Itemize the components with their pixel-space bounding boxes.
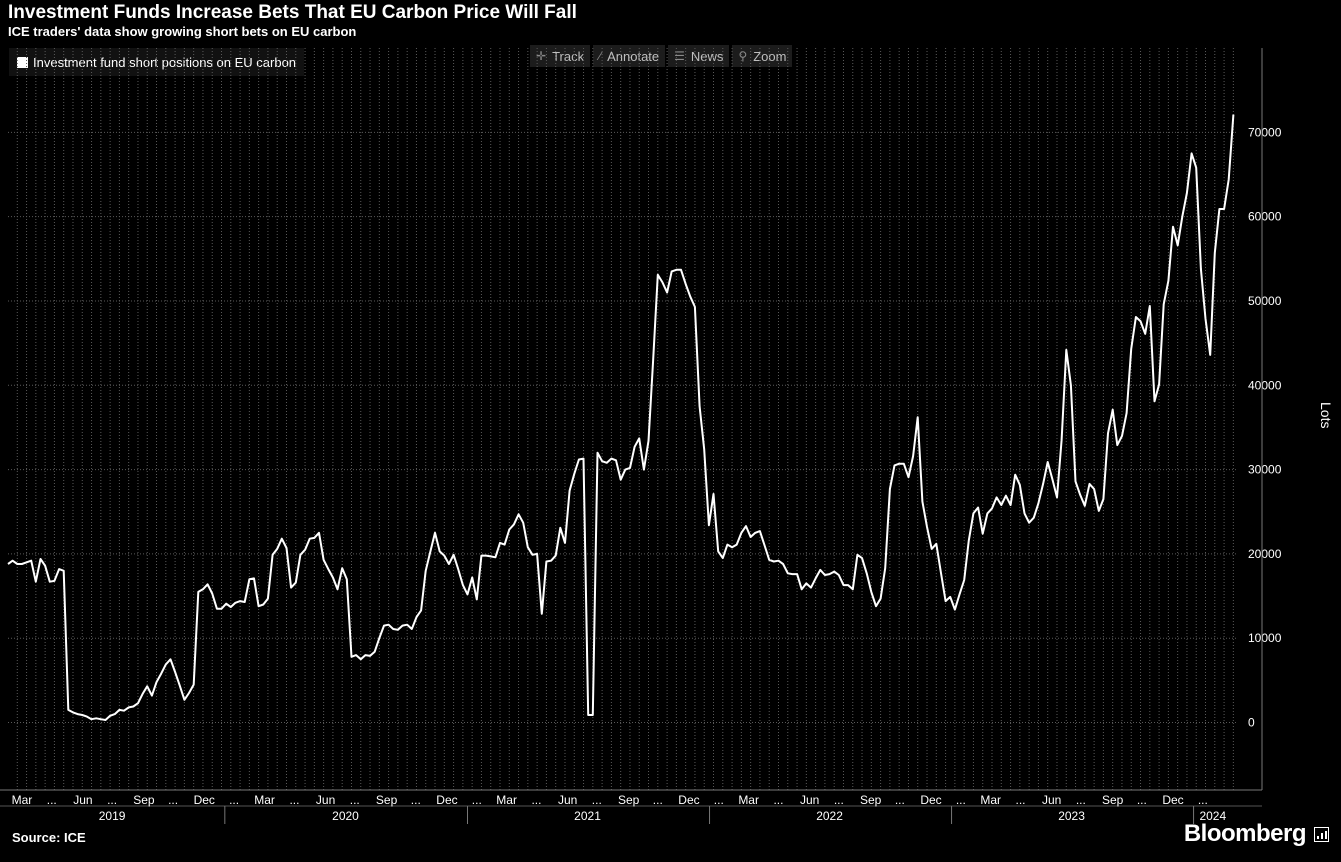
x-tick-label: ... [229,793,239,807]
pencil-icon: ∕ [599,49,602,63]
news-list-icon: ☰ [674,49,685,63]
news-button[interactable]: ☰ News [668,45,730,67]
x-tick-label: ... [350,793,360,807]
x-tick-label: Sep [376,793,398,807]
x-tick-label: ... [411,793,421,807]
legend: Investment fund short positions on EU ca… [9,48,305,76]
annotate-label: Annotate [607,48,660,64]
x-tick-label: ... [592,793,602,807]
x-year-label: 2022 [816,809,843,823]
y-axis: 0 10000 20000 30000 40000 50000 60000 70000 Lots [1248,48,1334,790]
x-tick-label: ... [956,793,966,807]
y-tick-label: 0 [1248,716,1255,730]
x-tick-label: ... [531,793,541,807]
x-tick-label: ... [1016,793,1026,807]
x-tick-label: Sep [618,793,640,807]
horizontal-gridlines [8,131,1238,724]
x-tick-label: Jun [73,793,92,807]
x-tick-label: Sep [1102,793,1124,807]
crosshair-icon: ✛ [536,49,547,63]
news-label: News [690,48,724,64]
y-tick-label: 10000 [1248,631,1282,645]
chart-toolbar: ✛ Track ∕ Annotate ☰ News ⚲ Zoom [530,45,793,67]
x-tick-label: ... [168,793,178,807]
x-tick-label: Sep [860,793,882,807]
y-tick-label: 50000 [1248,294,1282,308]
x-tick-label: ... [289,793,299,807]
y-tick-label: 60000 [1248,210,1282,224]
x-tick-label: Dec [1162,793,1183,807]
legend-swatch [17,56,28,68]
x-tick-label: ... [1076,793,1086,807]
magnifier-icon: ⚲ [738,49,748,63]
x-tick-label: ... [773,793,783,807]
x-tick-label: ... [1198,793,1208,807]
x-tick-label: Mar [496,793,517,807]
x-tick-label: Jun [558,793,577,807]
annotate-button[interactable]: ∕ Annotate [593,45,666,67]
x-tick-label: ... [714,793,724,807]
x-tick-label: Dec [678,793,699,807]
zoom-label: Zoom [753,48,787,64]
x-tick-label: Mar [254,793,275,807]
x-tick-label: Mar [980,793,1001,807]
x-tick-label: Jun [1042,793,1061,807]
x-tick-label: ... [47,793,57,807]
x-axis: Mar... Jun... Sep... Dec... Mar... Jun... Sep.… [0,789,1262,824]
x-tick-label: Dec [920,793,941,807]
chart-subtitle: ICE traders' data show growing short bet… [8,24,357,39]
source-note: Source: ICE [12,830,86,845]
x-tick-label: Jun [316,793,335,807]
bloomberg-logo: Bloomberg [1184,820,1329,848]
x-tick-label: Dec [194,793,215,807]
x-tick-label: ... [653,793,663,807]
x-tick-label: Mar [738,793,759,807]
x-tick-label: ... [472,793,482,807]
x-tick-label: ... [1137,793,1147,807]
x-year-label: 2024 [1199,809,1226,823]
y-tick-label: 40000 [1248,378,1282,392]
x-tick-label: ... [895,793,905,807]
y-axis-label: Lots [1318,402,1334,428]
x-year-label: 2019 [99,809,126,823]
series-line [7,114,1235,721]
terminal-chart-icon [1314,826,1329,842]
series-layer [7,114,1235,721]
x-year-label: 2020 [332,809,359,823]
track-label: Track [552,48,585,64]
y-tick-label: 20000 [1248,547,1282,561]
x-tick-label: ... [107,793,117,807]
x-tick-label: ... [834,793,844,807]
y-tick-label: 30000 [1248,463,1282,477]
zoom-button[interactable]: ⚲ Zoom [732,45,793,67]
track-button[interactable]: ✛ Track [530,45,591,67]
x-tick-label: Mar [12,793,33,807]
brand-name: Bloomberg [1183,820,1307,847]
x-tick-label: Sep [133,793,155,807]
x-tick-label: Dec [436,793,457,807]
chart-title: Investment Funds Increase Bets That EU C… [8,2,577,23]
legend-label: Investment fund short positions on EU ca… [33,54,297,70]
y-tick-label: 70000 [1248,125,1282,139]
x-year-label: 2021 [574,809,601,823]
vertical-gridlines [16,48,1234,790]
x-year-label: 2023 [1058,809,1085,823]
x-tick-label: Jun [800,793,819,807]
